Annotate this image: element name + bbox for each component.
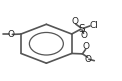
Text: O: O: [85, 55, 92, 64]
Text: O: O: [80, 31, 87, 40]
Text: O: O: [7, 30, 14, 39]
Text: O: O: [71, 17, 79, 26]
Text: O: O: [83, 42, 90, 51]
Text: Cl: Cl: [90, 21, 99, 30]
Text: S: S: [78, 24, 85, 34]
